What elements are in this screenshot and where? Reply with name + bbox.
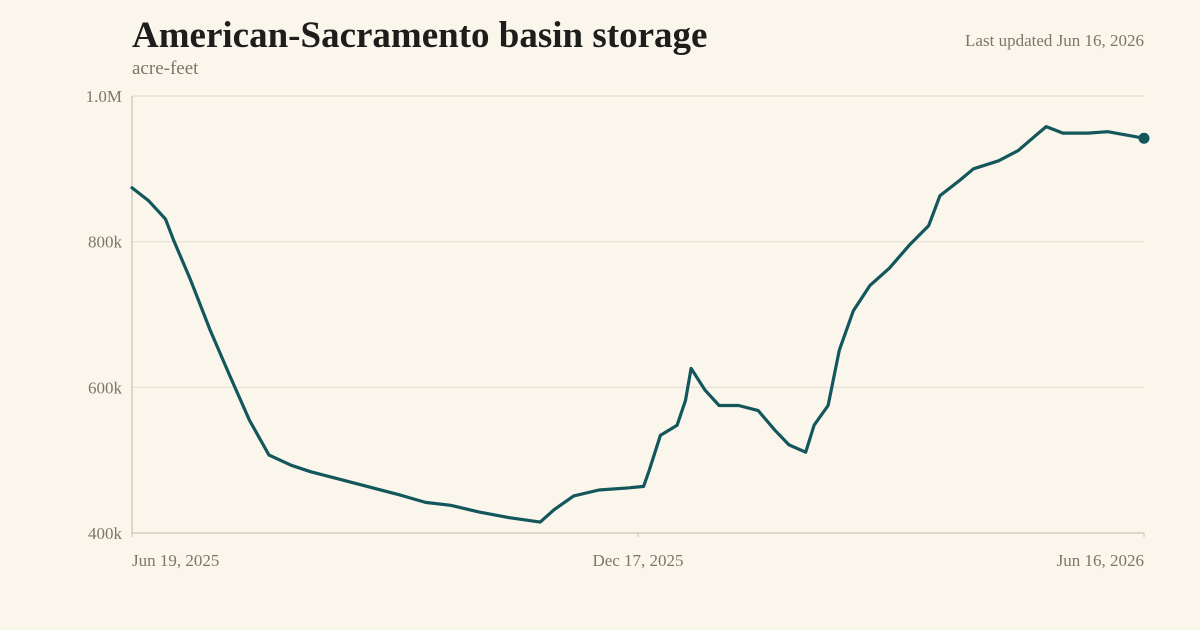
y-tick-label: 800k	[88, 233, 123, 252]
data-line	[130, 125, 1146, 524]
y-tick-label: 400k	[88, 524, 123, 543]
end-point	[1138, 132, 1150, 144]
x-tick-label: Jun 16, 2026	[1057, 551, 1144, 570]
chart-subtitle: acre-feet	[132, 58, 199, 79]
x-tick-label: Dec 17, 2025	[592, 551, 683, 570]
y-tick-label: 1.0M	[86, 87, 122, 106]
chart-title: American-Sacramento basin storage	[132, 15, 707, 56]
y-tick-label: 600k	[88, 378, 123, 397]
last-updated: Last updated Jun 16, 2026	[965, 31, 1144, 50]
x-tick-label: Jun 19, 2025	[132, 551, 219, 570]
